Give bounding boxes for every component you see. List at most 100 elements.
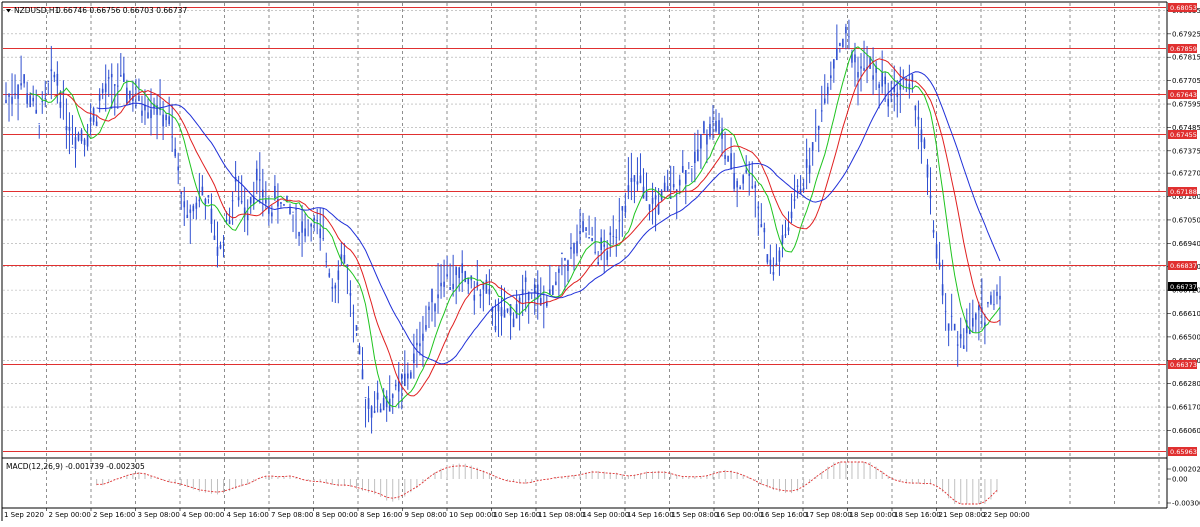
candle-body (688, 172, 690, 174)
candle-body (488, 288, 491, 295)
candle-body (654, 195, 657, 200)
candle-body (666, 186, 669, 192)
candle-body (579, 231, 581, 235)
candle-body (536, 284, 539, 300)
candle-body (805, 159, 808, 168)
candle-body (334, 285, 337, 289)
candle-body (319, 228, 322, 239)
candle-body (950, 315, 953, 317)
candle-body (328, 273, 331, 277)
symbol-label: NZDUSD,H1 (14, 6, 60, 15)
candle-body (615, 236, 618, 238)
candle-body (518, 297, 521, 304)
candle-body (603, 244, 606, 247)
candle-body (700, 133, 702, 149)
candle-body (926, 164, 929, 178)
price-tick-label: 0.67160 (1172, 193, 1200, 201)
candle-body (180, 191, 183, 195)
candle-body (467, 277, 470, 285)
horizontal-grid (3, 10, 1166, 431)
candle-body (301, 221, 303, 233)
candle-body (255, 168, 258, 181)
candle-body (539, 298, 542, 306)
ohlc-quote: 0.66746 0.66756 0.66703 0.66737 (56, 6, 187, 15)
candle-body (691, 166, 693, 167)
time-tick-label: 14 Sep 00:00 (583, 511, 630, 519)
candle-body (769, 259, 772, 266)
time-tick-label: 14 Sep 16:00 (627, 511, 674, 519)
candle-body (515, 304, 518, 319)
candle-body (141, 110, 143, 116)
time-tick-label: 11 Sep 08:00 (538, 511, 585, 519)
candle-body (703, 121, 705, 134)
candle-body (639, 175, 642, 184)
level-tag-box (1168, 187, 1197, 196)
candle-body (648, 204, 651, 210)
triangle-down-icon[interactable] (6, 9, 11, 13)
horizontal-levels[interactable] (3, 7, 1166, 452)
candle-body (760, 224, 763, 228)
candle-body (231, 200, 234, 202)
candle-body (887, 98, 890, 107)
candle-body (337, 270, 340, 280)
candle-body (826, 86, 829, 96)
candle-body (243, 207, 246, 217)
candle-body (35, 109, 38, 114)
candle-body (120, 75, 122, 77)
candle-body (775, 263, 778, 266)
candle-body (455, 266, 457, 276)
candle-body (630, 177, 633, 183)
candle-body (138, 95, 140, 102)
candle-body (848, 36, 850, 38)
candle-body (552, 285, 554, 296)
ma-slow-line (96, 71, 1001, 365)
candle-body (923, 139, 926, 149)
candle-body (857, 72, 859, 78)
candle-body (198, 199, 201, 202)
candle-body (352, 312, 355, 314)
level-tag-box (1168, 360, 1197, 369)
macd-tick-label: 0.00 (1172, 476, 1188, 484)
candle-body (89, 117, 92, 122)
candle-body (509, 304, 512, 316)
candle-body (790, 211, 793, 219)
price-tick-label: 0.67375 (1172, 147, 1200, 155)
price-tick-label: 0.66940 (1172, 240, 1200, 248)
time-tick-label: 3 Sep 08:00 (138, 511, 180, 519)
candle-body (817, 125, 820, 130)
candle-body (784, 234, 787, 236)
candle-body (651, 197, 654, 204)
candle-body (419, 343, 421, 347)
price-tick-label: 0.67595 (1172, 101, 1200, 109)
candle-body (289, 207, 291, 215)
candle-body (77, 133, 80, 141)
candle-body (772, 272, 775, 275)
candle-body (681, 166, 684, 173)
price-tick-label: 0.66610 (1172, 310, 1200, 318)
candle-body (434, 303, 436, 312)
candle-body (391, 394, 394, 398)
candle-body (962, 345, 965, 349)
candle-body (863, 68, 865, 71)
time-tick-label: 22 Sep 00:00 (983, 511, 1030, 519)
candle-body (80, 130, 83, 142)
candle-body (458, 267, 460, 278)
candle-body (636, 181, 639, 185)
candle-body (990, 295, 992, 304)
candle-body (678, 179, 681, 186)
candle-body (709, 124, 711, 137)
candle-body (724, 154, 726, 159)
time-tick-label: 4 Sep 16:00 (227, 511, 269, 519)
candle-body (216, 246, 219, 256)
candle-body (609, 232, 612, 235)
candle-body (996, 291, 998, 296)
price-tick-label: 0.67270 (1172, 170, 1200, 178)
candle-body (343, 255, 346, 264)
candle-body (781, 235, 784, 244)
candle-body (582, 221, 584, 233)
candle-body (174, 148, 176, 157)
candle-body (908, 83, 911, 90)
candle-body (310, 223, 312, 227)
